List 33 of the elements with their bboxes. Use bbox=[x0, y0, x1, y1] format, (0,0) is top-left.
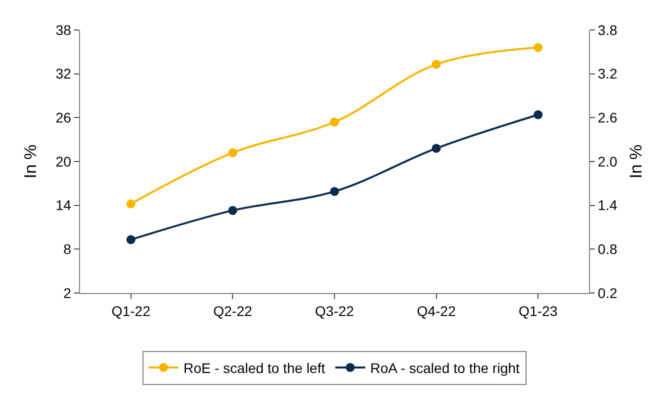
legend-label: RoA - scaled to the right bbox=[370, 360, 520, 376]
y2-tick-label: 2.6 bbox=[598, 110, 618, 126]
point bbox=[228, 148, 238, 158]
y-tick-label: 38 bbox=[56, 22, 72, 38]
y2-tick-label: 2.0 bbox=[598, 153, 618, 170]
x-tick-label: Q1-22 bbox=[111, 302, 151, 319]
point bbox=[126, 235, 136, 244]
y-tick-label: 20 bbox=[56, 153, 72, 170]
legend-label: RoE - scaled to the left bbox=[184, 360, 326, 376]
point bbox=[432, 60, 441, 69]
point bbox=[534, 110, 543, 120]
point bbox=[126, 199, 136, 208]
point bbox=[330, 118, 339, 127]
y-tick-label: 8 bbox=[63, 241, 72, 258]
x-tick-label: Q4-22 bbox=[416, 302, 456, 319]
y2-axis-title: In % bbox=[626, 144, 646, 179]
point bbox=[432, 144, 441, 153]
x-tick-label: Q3-22 bbox=[315, 302, 354, 319]
y2-tick-label: 1.4 bbox=[598, 197, 618, 214]
y-tick-label: 2 bbox=[63, 284, 72, 301]
x-tick-label: Q2-22 bbox=[213, 302, 252, 319]
point bbox=[228, 206, 238, 215]
y-tick-label: 26 bbox=[56, 110, 72, 126]
point bbox=[330, 186, 339, 196]
y-tick-label: 32 bbox=[56, 66, 72, 82]
x-tick-label: Q1-23 bbox=[518, 302, 558, 319]
y2-tick-label: 0.2 bbox=[598, 284, 618, 301]
y-axis-title: In % bbox=[21, 144, 40, 179]
point bbox=[534, 43, 543, 52]
y2-tick-label: 0.8 bbox=[598, 241, 618, 258]
y-tick-label: 14 bbox=[56, 197, 72, 214]
y2-tick-label: 3.2 bbox=[598, 66, 618, 82]
y2-tick-label: 3.8 bbox=[598, 22, 618, 38]
